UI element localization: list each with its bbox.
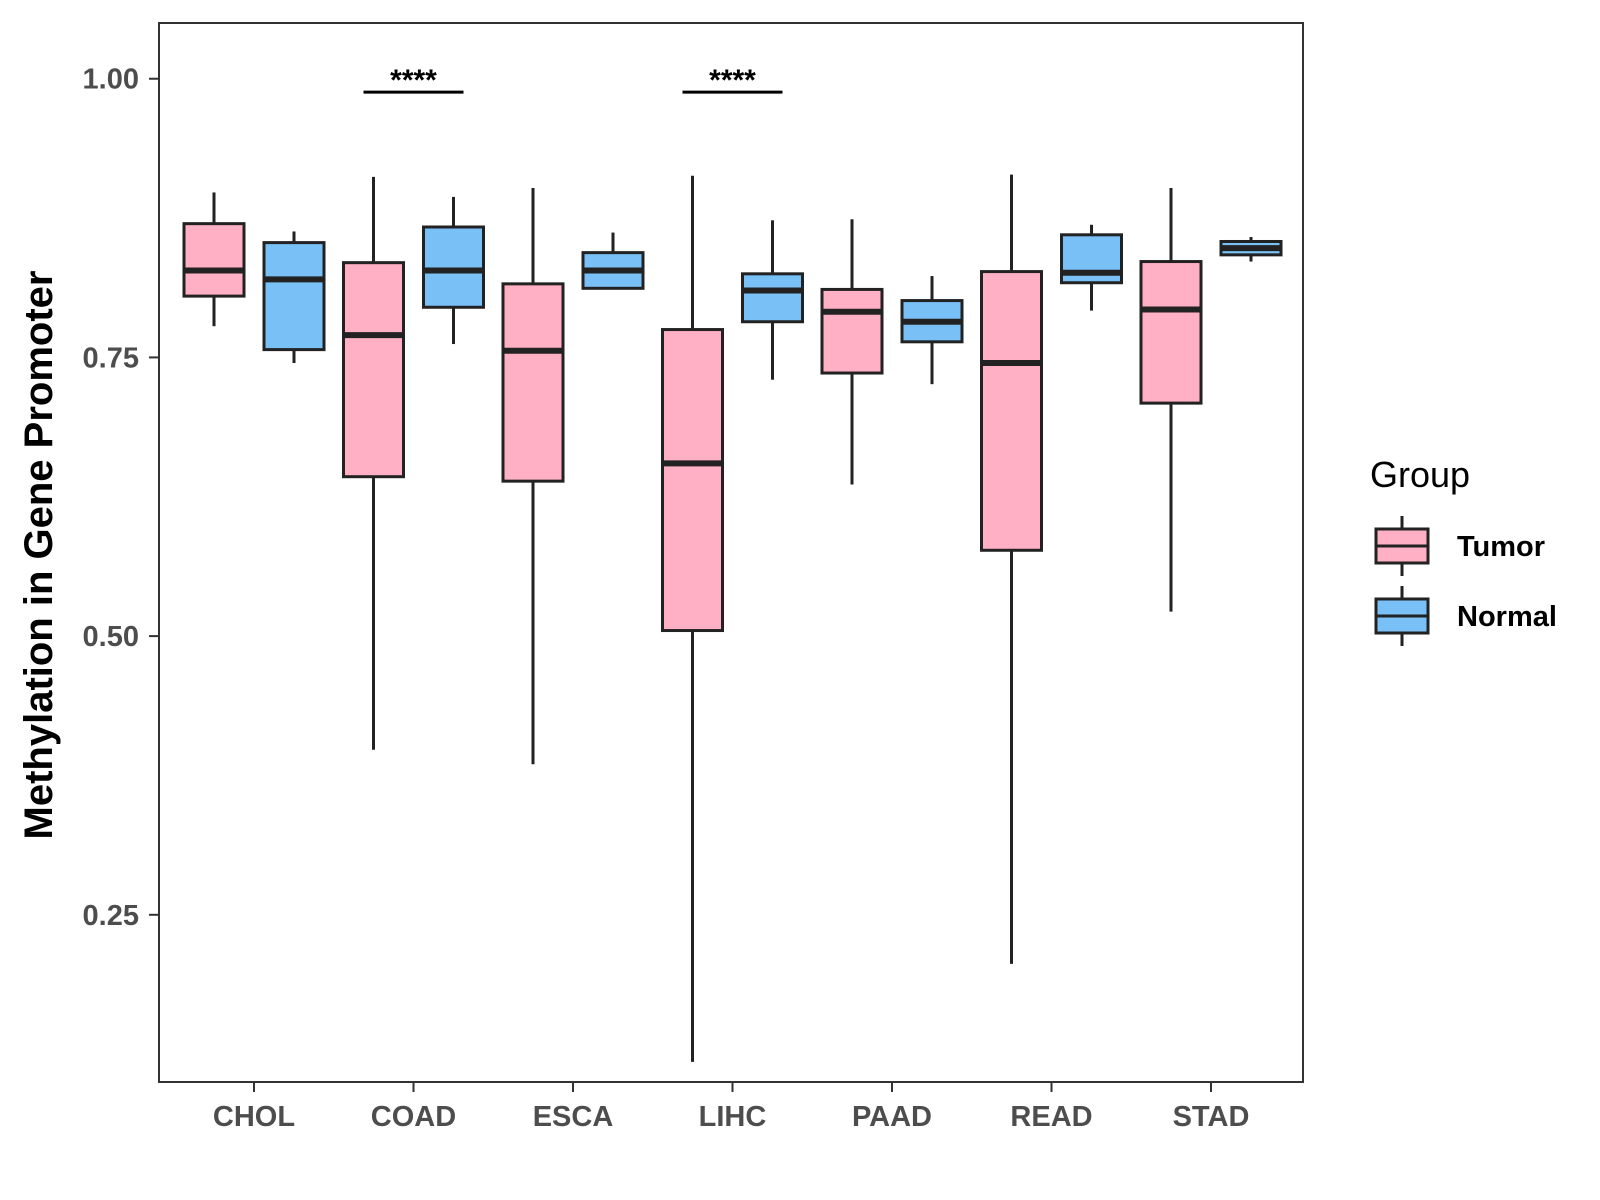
box-normal-read	[1060, 224, 1123, 311]
significance-layer: **** ****	[363, 64, 783, 97]
legend-entry-normal: Normal	[1374, 586, 1557, 646]
x-axis: CHOL COAD ESCA LIHC PAAD READ STAD	[213, 1082, 1249, 1133]
box-normal-paad	[900, 276, 964, 385]
y-tick-label: 1.00	[83, 64, 139, 96]
legend-label: Tumor	[1457, 531, 1545, 563]
x-tick-label: READ	[1010, 1101, 1092, 1133]
box-tumor-stad	[1139, 187, 1203, 612]
box-body	[182, 222, 246, 298]
box-body	[980, 270, 1043, 552]
legend-entry-tumor: Tumor	[1374, 516, 1545, 576]
plot-panel-border	[158, 22, 1304, 1083]
box-tumor-read	[980, 174, 1043, 964]
box-body	[422, 225, 485, 309]
box-body	[661, 328, 724, 633]
box-normal-stad	[1219, 237, 1283, 262]
box-body	[820, 287, 884, 375]
x-tick-label: CHOL	[213, 1101, 295, 1133]
boxes-layer	[182, 174, 1283, 1062]
significance-label: ****	[390, 64, 437, 97]
box-tumor-paad	[820, 219, 884, 485]
box-tumor-esca	[501, 187, 565, 765]
box-body	[342, 261, 405, 479]
box-normal-coad	[422, 196, 485, 345]
box-normal-chol	[262, 231, 326, 363]
x-tick-label: LIHC	[699, 1101, 767, 1133]
box-body	[262, 241, 326, 352]
x-tick-label: ESCA	[533, 1101, 614, 1133]
box-body	[1139, 260, 1203, 405]
y-tick-label: 0.50	[83, 621, 139, 653]
y-tick-label: 0.25	[83, 900, 139, 932]
x-tick-label: COAD	[371, 1101, 456, 1133]
legend-title: Group	[1370, 454, 1470, 495]
box-tumor-coad	[342, 176, 405, 750]
y-tick-label: 0.75	[83, 342, 139, 374]
box-body	[741, 272, 804, 324]
x-tick-label: STAD	[1173, 1101, 1250, 1133]
legend-label: Normal	[1457, 601, 1557, 633]
box-normal-lihc	[741, 220, 804, 380]
legend: Group Tumor Normal	[1370, 454, 1557, 646]
box-body	[501, 282, 565, 483]
box-tumor-lihc	[661, 175, 724, 1062]
box-tumor-chol	[182, 192, 246, 327]
box-normal-esca	[581, 232, 645, 290]
y-axis-title: Methylation in Gene Promoter	[17, 271, 61, 840]
significance-label: ****	[709, 64, 756, 97]
y-axis: 0.25 0.50 0.75 1.00	[83, 64, 159, 932]
x-tick-label: PAAD	[852, 1101, 932, 1133]
